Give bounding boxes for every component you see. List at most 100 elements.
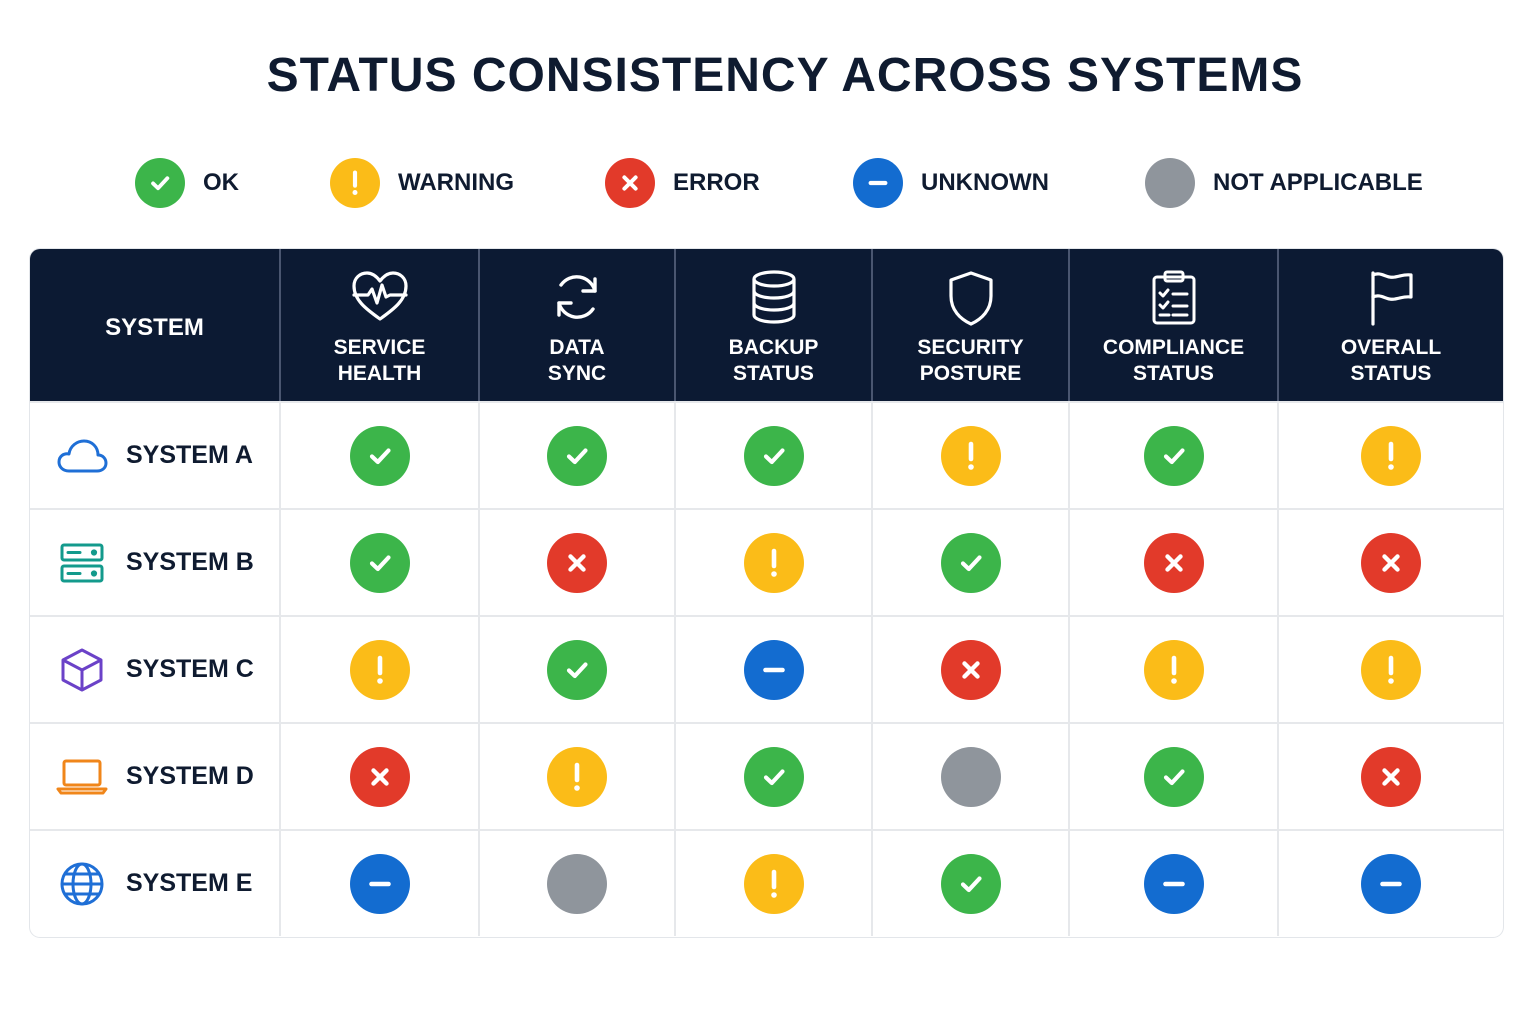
laptop-icon [56, 755, 108, 799]
status-cell-service-health [279, 403, 478, 508]
check-status-icon [940, 853, 1001, 914]
system-name: SYSTEM A [126, 441, 253, 469]
table-row: SYSTEM C [30, 615, 1503, 722]
column-header-label: DATA SYNC [547, 336, 607, 385]
error-status-icon [349, 746, 410, 807]
status-cell-data-sync [478, 724, 674, 829]
legend-item-warning: WARNING [330, 157, 514, 209]
status-cell-overall-status [1277, 510, 1503, 615]
legend-label: ERROR [673, 169, 760, 196]
globe-icon [56, 862, 108, 906]
status-cell-data-sync [478, 510, 674, 615]
heart-pulse-icon [281, 269, 478, 325]
check-status-icon [349, 425, 410, 486]
page-title: STATUS CONSISTENCY ACROSS SYSTEMS [266, 49, 1304, 102]
check-status-icon [1143, 425, 1204, 486]
warning-status-icon [743, 532, 804, 593]
cloud-icon [56, 434, 108, 478]
column-header-backup-status: BACKUP STATUS [674, 249, 871, 401]
check-status-icon [547, 639, 607, 700]
legend-item-ok: OK [135, 157, 239, 209]
system-name: SYSTEM B [126, 548, 254, 576]
status-cell-data-sync [478, 831, 674, 936]
column-header-label: SERVICE HEALTH [333, 336, 426, 385]
legend-exclamation-icon [330, 158, 380, 208]
warning-status-icon [1361, 425, 1421, 486]
status-cell-overall-status [1277, 403, 1503, 508]
column-header-system: SYSTEM [30, 249, 279, 401]
status-cell-overall-status [1277, 617, 1503, 722]
status-cell-backup-status [674, 510, 871, 615]
legend-label: WARNING [398, 169, 514, 196]
database-icon [676, 269, 871, 325]
status-cell-service-health [279, 510, 478, 615]
status-cell-compliance-status [1068, 724, 1277, 829]
warning-status-icon [743, 853, 804, 914]
check-status-icon [743, 746, 804, 807]
status-cell-security-posture [871, 724, 1068, 829]
unknown-status-icon [1143, 853, 1204, 914]
table-row: SYSTEM A [30, 401, 1503, 508]
check-status-icon [1143, 746, 1204, 807]
legend-item-na: NOT APPLICABLE [1145, 157, 1423, 209]
legend-minus-icon [853, 158, 903, 208]
status-cell-security-posture [871, 403, 1068, 508]
warning-status-icon [349, 639, 410, 700]
status-cell-compliance-status [1068, 831, 1277, 936]
legend-label: NOT APPLICABLE [1213, 169, 1423, 196]
system-cell: SYSTEM B [30, 510, 279, 615]
sync-icon [480, 269, 674, 325]
column-header-overall-status: OVERALL STATUS [1277, 249, 1503, 401]
system-cell: SYSTEM A [30, 403, 279, 508]
status-cell-compliance-status [1068, 403, 1277, 508]
error-status-icon [1143, 532, 1204, 593]
error-status-icon [1361, 746, 1421, 807]
system-name: SYSTEM D [126, 762, 254, 790]
warning-status-icon [940, 425, 1001, 486]
server-icon [56, 541, 108, 585]
status-cell-backup-status [674, 403, 871, 508]
not-applicable-status-icon [547, 853, 607, 914]
status-cell-compliance-status [1068, 510, 1277, 615]
error-status-icon [547, 532, 607, 593]
legend-item-unknown: UNKNOWN [853, 157, 1049, 209]
system-cell: SYSTEM D [30, 724, 279, 829]
error-status-icon [1361, 532, 1421, 593]
column-header-label: SECURITY POSTURE [917, 336, 1024, 385]
legend-check-icon [135, 158, 185, 208]
column-header-security-posture: SECURITY POSTURE [871, 249, 1068, 401]
table-row: SYSTEM D [30, 722, 1503, 829]
clipboard-check-icon [1070, 269, 1277, 327]
check-status-icon [940, 532, 1001, 593]
check-status-icon [743, 425, 804, 486]
status-cell-security-posture [871, 831, 1068, 936]
table-header: SYSTEM SERVICE HEALTH DATA SYNC BACKUP STAT… [30, 249, 1503, 401]
status-cell-overall-status [1277, 831, 1503, 936]
table-row: SYSTEM E [30, 829, 1503, 936]
flag-icon [1279, 269, 1503, 327]
column-header-data-sync: DATA SYNC [478, 249, 674, 401]
error-status-icon [940, 639, 1001, 700]
shield-icon [873, 269, 1068, 327]
column-header-label: OVERALL STATUS [1340, 336, 1442, 385]
status-table: SYSTEM SERVICE HEALTH DATA SYNC BACKUP STAT… [30, 249, 1503, 937]
system-name: SYSTEM C [126, 655, 254, 683]
unknown-status-icon [349, 853, 410, 914]
cube-icon [56, 648, 108, 692]
table-row: SYSTEM B [30, 508, 1503, 615]
status-cell-backup-status [674, 724, 871, 829]
status-cell-security-posture [871, 617, 1068, 722]
status-cell-overall-status [1277, 724, 1503, 829]
status-cell-compliance-status [1068, 617, 1277, 722]
status-cell-service-health [279, 831, 478, 936]
legend-item-error: ERROR [605, 157, 760, 209]
check-status-icon [349, 532, 410, 593]
status-cell-data-sync [478, 617, 674, 722]
legend-cross-icon [605, 158, 655, 208]
column-header-service-health: SERVICE HEALTH [279, 249, 478, 401]
status-cell-backup-status [674, 831, 871, 936]
status-cell-service-health [279, 617, 478, 722]
status-cell-security-posture [871, 510, 1068, 615]
column-header-compliance-status: COMPLIANCE STATUS [1068, 249, 1277, 401]
